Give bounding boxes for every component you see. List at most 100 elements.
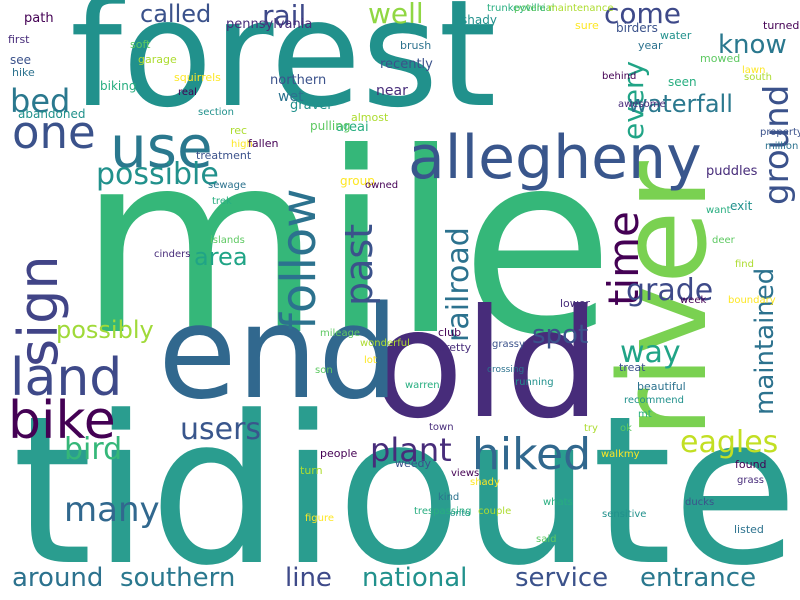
word-mile: mile bbox=[78, 99, 615, 390]
small-word: soft bbox=[130, 38, 151, 51]
small-word: figure bbox=[305, 513, 335, 524]
small-word: crossing bbox=[487, 365, 525, 375]
small-word: warren bbox=[405, 380, 440, 391]
word-sign: sign bbox=[7, 255, 70, 367]
small-word: views bbox=[451, 468, 480, 479]
small-word: abandoned bbox=[18, 107, 86, 121]
word-end: end bbox=[158, 279, 400, 428]
small-word: areai bbox=[336, 120, 369, 135]
small-word: grassy bbox=[492, 339, 525, 350]
small-word: mt bbox=[638, 409, 652, 420]
small-word: kind bbox=[438, 492, 460, 503]
word-maintained: maintained bbox=[750, 267, 780, 415]
word-possible: possible bbox=[96, 157, 219, 192]
word-area: area bbox=[194, 243, 248, 271]
small-word: mowed bbox=[700, 52, 741, 65]
small-word: trek bbox=[212, 196, 232, 207]
word-southern: southern bbox=[120, 563, 236, 593]
word-spot: spot bbox=[532, 320, 589, 350]
small-word: week bbox=[680, 295, 707, 306]
small-word: found bbox=[735, 458, 767, 471]
small-word: lower bbox=[560, 297, 591, 310]
small-word: exit bbox=[730, 199, 753, 213]
small-word: walkmy bbox=[601, 449, 640, 460]
word-way: way bbox=[620, 335, 681, 370]
word-bike: bike bbox=[8, 391, 116, 451]
small-word: shady bbox=[461, 13, 497, 27]
word-service: service bbox=[515, 563, 609, 593]
small-word: south bbox=[744, 72, 772, 83]
small-word: recently bbox=[380, 57, 433, 72]
small-word: seen bbox=[668, 75, 697, 89]
small-word: pennsylvania bbox=[226, 17, 313, 32]
small-word: pulling bbox=[310, 119, 351, 133]
small-word: weedy bbox=[395, 457, 432, 470]
word-know: know bbox=[718, 30, 787, 60]
word-come: come bbox=[604, 0, 682, 30]
small-word: path bbox=[24, 11, 54, 26]
small-word: lawn bbox=[742, 65, 766, 76]
small-word: squirrels bbox=[174, 71, 221, 84]
word-national: national bbox=[362, 563, 468, 593]
small-word: trunkeyville bbox=[487, 3, 546, 14]
small-word: want bbox=[706, 205, 731, 216]
small-word: onto bbox=[450, 509, 471, 519]
small-word: pretty bbox=[438, 341, 472, 354]
word-entrance: entrance bbox=[640, 563, 757, 593]
word-one: one bbox=[12, 106, 96, 159]
small-word: property bbox=[760, 127, 800, 138]
small-word: find bbox=[735, 259, 754, 270]
small-word: high bbox=[231, 139, 253, 150]
word-land: land bbox=[10, 348, 123, 408]
small-word: owned bbox=[365, 180, 399, 191]
small-word: section bbox=[198, 107, 235, 118]
small-word: islands bbox=[210, 235, 245, 246]
small-word: year bbox=[638, 39, 663, 52]
word-called: called bbox=[140, 0, 212, 28]
small-word: sure bbox=[575, 19, 599, 32]
small-word: birders bbox=[616, 21, 658, 35]
small-word: grass bbox=[737, 475, 765, 486]
small-word: said bbox=[536, 534, 557, 545]
word-eagles: eagles bbox=[680, 425, 779, 460]
small-word: million bbox=[765, 141, 799, 152]
small-word: cinders bbox=[154, 249, 191, 260]
word-allegheny: allegheny bbox=[408, 123, 702, 193]
word-use: use bbox=[110, 113, 213, 181]
small-word: group bbox=[340, 174, 375, 188]
small-word: town bbox=[429, 422, 454, 433]
small-word: puddles bbox=[706, 164, 758, 179]
small-word: sewage bbox=[208, 180, 247, 191]
small-word: awesome bbox=[618, 99, 666, 110]
word-line: line bbox=[285, 563, 332, 593]
small-word: running bbox=[515, 377, 554, 388]
word-well: well bbox=[368, 0, 424, 30]
word-plant: plant bbox=[370, 431, 452, 469]
small-word: couple bbox=[478, 506, 512, 517]
small-word: turn bbox=[300, 464, 323, 477]
small-word: shady bbox=[470, 477, 500, 488]
word-hiked: hiked bbox=[472, 429, 592, 480]
word-possibly: possibly bbox=[56, 316, 154, 344]
small-word: near bbox=[376, 83, 408, 99]
word-follow: follow bbox=[271, 188, 327, 330]
word-past: past bbox=[337, 223, 381, 306]
small-word: beautiful bbox=[637, 380, 686, 393]
small-word: biking bbox=[100, 79, 137, 93]
word-bird: bird bbox=[64, 432, 123, 467]
small-word: garage bbox=[138, 53, 177, 66]
small-word: brush bbox=[400, 39, 432, 52]
small-word: water bbox=[660, 29, 692, 42]
small-word: turned bbox=[763, 19, 800, 32]
small-word: treatment bbox=[196, 149, 252, 162]
small-word: ducks bbox=[685, 497, 715, 508]
small-word: potenial bbox=[514, 3, 555, 14]
small-word: trespassing bbox=[414, 506, 472, 517]
small-word: mileage bbox=[320, 328, 361, 339]
small-word: recommend bbox=[624, 395, 684, 406]
small-word: club bbox=[438, 326, 462, 339]
word-waterfall: waterfall bbox=[628, 90, 733, 118]
small-word: wet bbox=[278, 89, 304, 105]
small-word: wonderful bbox=[360, 338, 410, 349]
